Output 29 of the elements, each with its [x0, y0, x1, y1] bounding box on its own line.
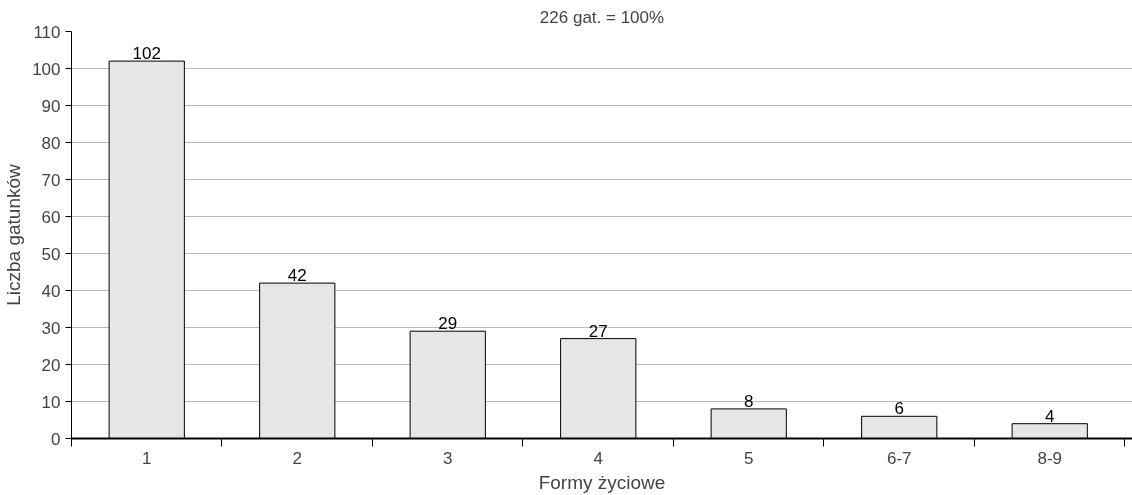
x-tick-label: 1 [142, 448, 152, 468]
data-label: 4 [1045, 406, 1055, 426]
x-tick-label: 6-7 [886, 448, 912, 468]
y-axis-title: Liczba gatunków [3, 163, 25, 306]
y-tick-label: 40 [41, 281, 61, 301]
y-tick-label: 0 [51, 429, 61, 449]
data-label: 102 [132, 44, 161, 64]
x-tick-label: 8-9 [1037, 448, 1063, 468]
y-tick-label: 60 [41, 207, 61, 227]
y-tick-label: 20 [41, 355, 61, 375]
y-tick-label: 90 [41, 96, 61, 116]
y-tick-label: 70 [41, 170, 61, 190]
x-axis-title: Formy życiowe [538, 471, 666, 493]
data-label: 6 [894, 399, 904, 419]
y-tick-label: 100 [32, 59, 61, 79]
chart-title: 226 gat. = 100% [539, 7, 665, 27]
x-tick-label: 2 [292, 448, 302, 468]
x-tick-label: 5 [744, 448, 754, 468]
x-tick-label: 3 [443, 448, 453, 468]
y-tick-label: 80 [41, 133, 61, 153]
data-label: 8 [744, 391, 754, 411]
data-label: 42 [287, 266, 307, 286]
y-tick-label: 10 [41, 392, 61, 412]
y-tick-label: 110 [33, 22, 61, 42]
data-label: 27 [588, 321, 608, 341]
x-tick-label: 4 [593, 448, 603, 468]
data-label: 29 [438, 314, 458, 334]
y-tick-label: 30 [41, 318, 61, 338]
y-tick-label: 50 [41, 244, 61, 264]
